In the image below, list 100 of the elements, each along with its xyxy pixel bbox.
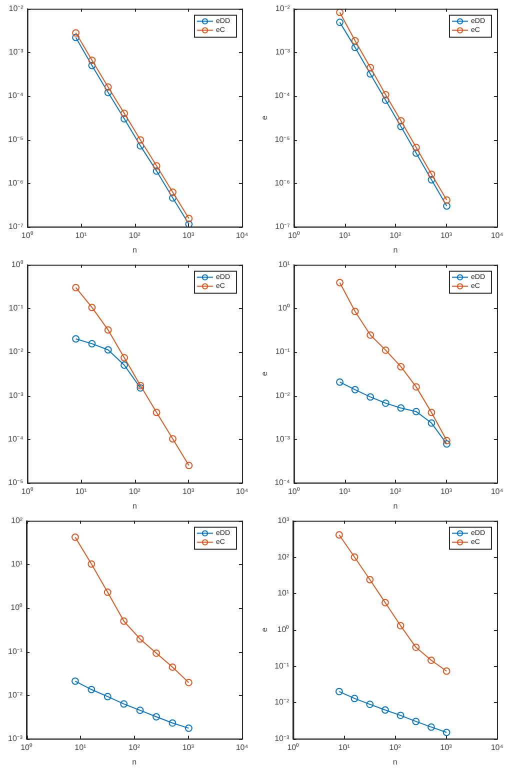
point bbox=[336, 378, 344, 386]
point bbox=[168, 663, 176, 671]
y-tick-label: 10⁻⁷ bbox=[8, 222, 24, 232]
point bbox=[443, 196, 450, 204]
point bbox=[104, 88, 112, 96]
point bbox=[136, 635, 144, 643]
y-tick-label: 10⁻² bbox=[8, 4, 24, 14]
point bbox=[184, 724, 192, 732]
point bbox=[382, 91, 390, 98]
point bbox=[88, 56, 96, 64]
point bbox=[382, 96, 390, 104]
x-axis-title: n bbox=[392, 757, 398, 766]
x-tick-label: 10⁴ bbox=[490, 230, 504, 240]
point bbox=[428, 656, 435, 664]
y-tick-label: 10⁻¹ bbox=[274, 661, 290, 670]
x-tick-label: 10² bbox=[390, 230, 402, 240]
y-tick-label: 10⁻⁶ bbox=[8, 178, 24, 188]
point bbox=[397, 404, 405, 412]
point bbox=[351, 308, 359, 316]
point bbox=[88, 686, 96, 694]
point bbox=[136, 136, 144, 144]
point bbox=[396, 712, 404, 720]
y-tick-label: 10⁻¹ bbox=[8, 646, 23, 656]
point bbox=[397, 363, 405, 370]
y-tick-label: 10⁻⁵ bbox=[8, 478, 24, 488]
y-tick-label: 10⁻³ bbox=[274, 734, 290, 744]
point bbox=[382, 346, 390, 354]
point bbox=[366, 393, 374, 401]
y-tick-label: 10⁻⁵ bbox=[8, 134, 24, 144]
point bbox=[169, 435, 176, 443]
y-tick-label: 10⁻⁴ bbox=[8, 434, 24, 444]
point bbox=[136, 384, 144, 392]
point bbox=[136, 142, 144, 150]
point bbox=[88, 304, 96, 312]
y-tick-label: 10⁻³ bbox=[8, 390, 24, 400]
point bbox=[412, 383, 420, 391]
point bbox=[168, 719, 176, 727]
x-tick-label: 10² bbox=[128, 230, 141, 240]
x-tick-label: 10⁴ bbox=[236, 742, 249, 752]
point bbox=[72, 284, 80, 292]
point bbox=[428, 419, 436, 427]
point bbox=[428, 408, 436, 416]
x-tick-label: 10³ bbox=[440, 486, 452, 496]
point bbox=[366, 331, 374, 339]
point bbox=[351, 37, 359, 44]
point bbox=[72, 29, 80, 37]
point bbox=[72, 677, 79, 685]
point bbox=[336, 18, 344, 26]
y-tick-label: 10¹ bbox=[278, 260, 290, 270]
y-tick-label: 10⁰ bbox=[277, 625, 290, 634]
point bbox=[104, 326, 112, 334]
y-tick-label: 10⁰ bbox=[11, 260, 24, 270]
point bbox=[350, 694, 358, 702]
point bbox=[72, 534, 79, 541]
point bbox=[169, 188, 176, 196]
x-tick-label: 10³ bbox=[182, 230, 194, 240]
y-tick-label: 10⁻² bbox=[8, 347, 24, 356]
y-axis-title: e bbox=[260, 627, 270, 632]
x-tick-label: 10³ bbox=[182, 486, 194, 496]
x-tick-label: 10⁰ bbox=[288, 230, 300, 240]
point bbox=[104, 692, 112, 700]
point bbox=[336, 278, 344, 286]
x-tick-label: 10⁰ bbox=[20, 742, 33, 752]
point bbox=[88, 560, 96, 568]
x-axis-title: n bbox=[393, 245, 398, 254]
x-tick-label: 10⁴ bbox=[236, 486, 249, 496]
y-tick-label: 10⁻⁵ bbox=[274, 134, 290, 144]
x-tick-label: 10¹ bbox=[338, 742, 350, 752]
x-tick-label: 10² bbox=[390, 486, 402, 496]
y-tick-label: 10⁻² bbox=[8, 690, 23, 700]
point bbox=[351, 44, 359, 52]
point bbox=[366, 70, 374, 78]
y-tick-label: 10² bbox=[278, 552, 290, 562]
point bbox=[120, 361, 128, 369]
x-tick-label: 10¹ bbox=[338, 230, 351, 240]
point bbox=[428, 170, 436, 178]
point bbox=[120, 700, 128, 708]
point bbox=[335, 688, 343, 696]
point bbox=[335, 531, 343, 539]
point bbox=[382, 399, 390, 407]
point bbox=[152, 649, 160, 657]
x-tick-label: 10² bbox=[389, 742, 402, 752]
y-tick-label: 10³ bbox=[278, 516, 290, 526]
point bbox=[442, 728, 450, 736]
point bbox=[72, 335, 80, 343]
y-tick-label: 10⁻¹ bbox=[8, 304, 24, 313]
point bbox=[442, 667, 450, 675]
y-tick-label: 10⁻³ bbox=[275, 434, 290, 444]
point bbox=[336, 8, 344, 16]
y-tick-label: 10⁻² bbox=[274, 698, 290, 707]
x-tick-label: 10² bbox=[128, 486, 141, 496]
x-tick-label: 10⁴ bbox=[490, 742, 504, 752]
point bbox=[428, 176, 436, 184]
point bbox=[184, 678, 192, 686]
x-tick-label: 10³ bbox=[182, 742, 194, 752]
point bbox=[152, 408, 160, 416]
y-tick-label: 10⁻⁷ bbox=[275, 222, 290, 232]
point bbox=[185, 214, 193, 222]
point bbox=[104, 588, 112, 596]
y-axis-title: e bbox=[260, 115, 270, 120]
